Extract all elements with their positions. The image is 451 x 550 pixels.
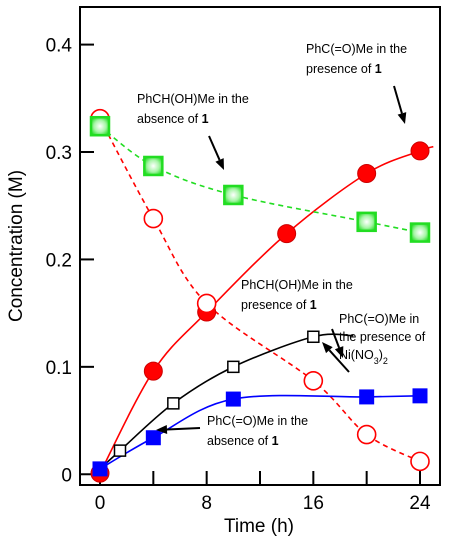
marker-s_black_open bbox=[167, 397, 180, 410]
marker-s_black_open bbox=[307, 330, 320, 344]
marker-s_red_filled bbox=[357, 163, 377, 183]
curve-s_green bbox=[99, 125, 421, 234]
arrow bbox=[331, 328, 344, 358]
annotation-ann_blue: PhC(=O)Me in the bbox=[207, 414, 308, 428]
marker-s_green bbox=[89, 115, 111, 137]
marker-s_blue_filled bbox=[225, 391, 241, 407]
marker-s_blue_filled bbox=[145, 430, 161, 446]
marker-s_red_open bbox=[196, 293, 217, 314]
arrow bbox=[322, 342, 350, 373]
annotation-ann_blue: absence of 1 bbox=[207, 434, 279, 448]
marker-s_red_open bbox=[410, 451, 430, 472]
annotation-ann_ni: Ni(NO3)2 bbox=[339, 348, 388, 366]
tick-labels: 0 8 16 24 0 0.1 0.2 0.3 0.4 bbox=[46, 36, 431, 514]
y-axis-title: Concentration (M) bbox=[6, 170, 27, 322]
x-tick-label: 16 bbox=[303, 493, 324, 514]
x-axis-title: Time (h) bbox=[224, 516, 294, 537]
arrow bbox=[156, 425, 201, 434]
y-tick-label: 0.1 bbox=[46, 358, 72, 379]
marker-s_green bbox=[356, 211, 377, 233]
annotation-ann_top: PhC(=O)Me in the bbox=[306, 42, 407, 56]
marker-s_red_open bbox=[356, 424, 377, 445]
marker-s_black_open bbox=[113, 444, 127, 457]
marker-s_black_open bbox=[227, 360, 240, 374]
arrow bbox=[393, 85, 407, 124]
marker-s_blue_filled bbox=[92, 461, 108, 477]
marker-s_red_open bbox=[143, 208, 164, 229]
annotation-ann_ni: the presence of bbox=[339, 330, 426, 344]
annotation-arrows bbox=[156, 85, 407, 434]
arrow bbox=[208, 135, 224, 170]
x-tick-label: 0 bbox=[95, 493, 106, 514]
marker-s_blue_filled bbox=[359, 389, 375, 405]
marker-s_red_open bbox=[303, 371, 324, 391]
annotation-ann_ni: PhC(=O)Me in bbox=[339, 312, 419, 326]
y-tick-label: 0.4 bbox=[46, 36, 73, 57]
data-markers bbox=[89, 108, 431, 483]
marker-s_green bbox=[143, 155, 164, 177]
marker-s_red_filled bbox=[410, 141, 430, 161]
marker-s_green bbox=[223, 184, 244, 206]
x-tick-label: 24 bbox=[409, 493, 431, 514]
annotation-ann_mid: presence of 1 bbox=[241, 298, 317, 312]
annotation-ann_top: presence of 1 bbox=[306, 62, 382, 76]
annotation-ann_green: PhCH(OH)Me in the bbox=[137, 92, 249, 106]
x-tick-label: 8 bbox=[201, 493, 212, 514]
y-tick-label: 0.3 bbox=[46, 143, 72, 164]
marker-s_green bbox=[409, 222, 431, 243]
marker-s_red_filled bbox=[277, 224, 297, 244]
marker-s_red_filled bbox=[143, 361, 163, 381]
y-tick-label: 0.2 bbox=[46, 250, 72, 271]
annotation-ann_green: absence of 1 bbox=[137, 112, 209, 126]
annotation-ann_mid: PhCH(OH)Me in the bbox=[241, 278, 353, 292]
marker-s_blue_filled bbox=[412, 388, 428, 404]
y-tick-label: 0 bbox=[61, 465, 72, 486]
curve-s_red_open bbox=[99, 118, 421, 463]
annotations: PhC(=O)Me in the presence of 1 PhCH(OH)Me … bbox=[137, 42, 426, 448]
